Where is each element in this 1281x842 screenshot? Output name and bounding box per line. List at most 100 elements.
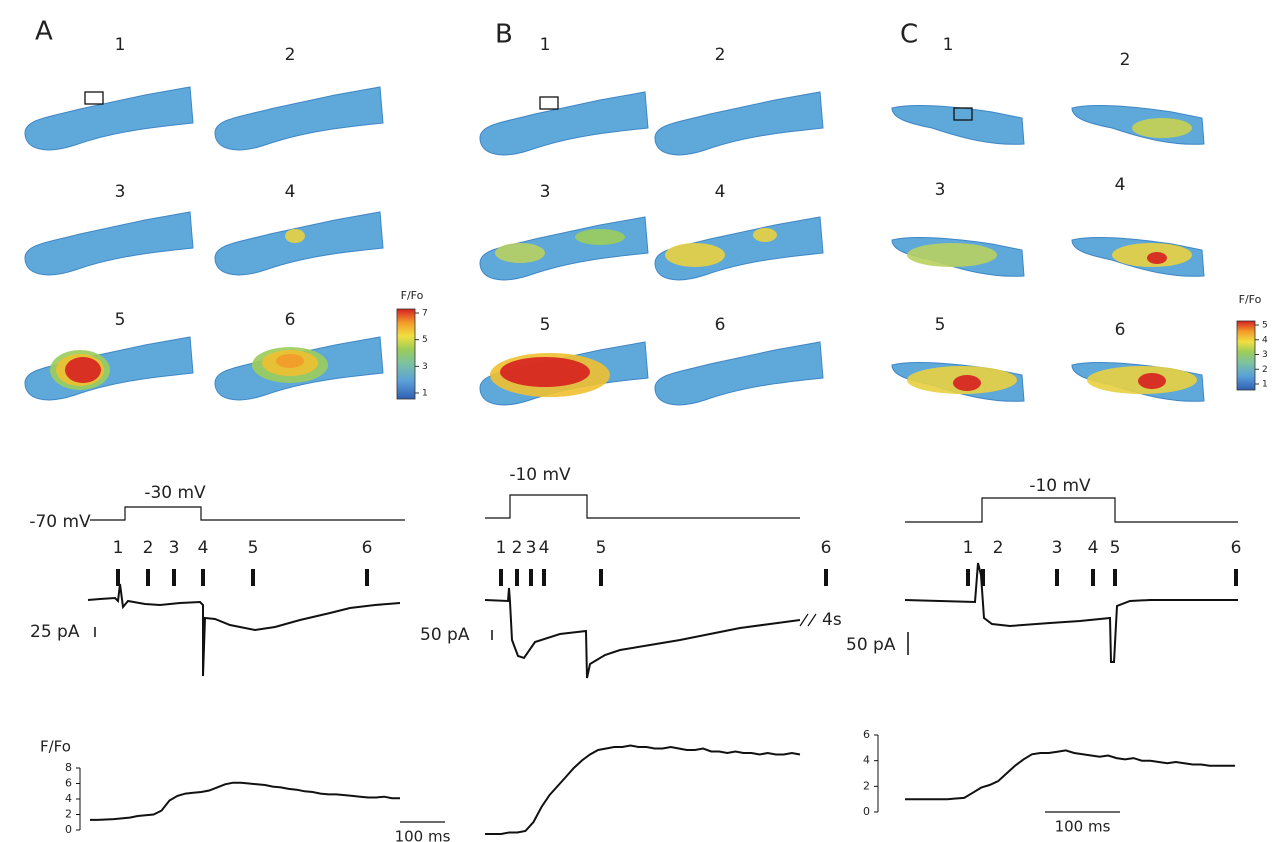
cell-image: [214, 86, 384, 151]
colorbar-tick-label: 3: [1262, 350, 1268, 360]
cell-image: [24, 211, 194, 276]
roi-box: [539, 96, 559, 110]
time-marker-label: 5: [1110, 538, 1121, 558]
cell-hotspot: [65, 357, 101, 383]
image-label: 5: [115, 310, 126, 330]
roi-box: [953, 107, 973, 121]
holding-potential: -70 mV: [29, 512, 91, 532]
y-tick-label: 6: [65, 777, 72, 790]
image-label: 2: [285, 45, 296, 65]
image-label: 6: [715, 315, 726, 335]
time-scale-label: 100 ms: [395, 828, 451, 842]
voltage-step: [485, 494, 800, 519]
panel-letter: B: [495, 20, 513, 50]
y-tick-label: 4: [863, 754, 870, 767]
y-tick-label: 6: [863, 728, 870, 741]
current-trace: [484, 587, 801, 679]
fluorescence-line: [90, 781, 400, 821]
cell-hotspot: [953, 375, 981, 391]
colorbar-tick-label: 5: [422, 335, 428, 345]
fluorescence-line: [905, 749, 1235, 801]
y-tick-label: 8: [65, 761, 72, 774]
cell-image: [654, 91, 824, 156]
time-marker-label: 5: [248, 538, 259, 558]
colorbar-tick-label: 3: [422, 362, 428, 372]
colorbar: [1236, 320, 1256, 391]
time-marker-label: 5: [596, 538, 607, 558]
colorbar-tick-label: 2: [1262, 365, 1268, 375]
colorbar-tick-label: 1: [422, 389, 428, 399]
y-tick-label: 4: [65, 792, 72, 805]
cell-hotspot: [665, 243, 725, 267]
cell-image: [24, 86, 194, 151]
y-tick-label: 2: [863, 779, 870, 792]
time-marker-label: 1: [113, 538, 124, 558]
time-marker-label: 4: [1088, 538, 1099, 558]
time-scale-label: 100 ms: [1055, 818, 1111, 836]
time-marker-label: 3: [526, 538, 537, 558]
current-scale-label: 50 pA: [846, 635, 896, 655]
y-tick-label: 0: [65, 823, 72, 836]
image-label: 6: [1115, 320, 1126, 340]
colorbar-tick-label: 5: [1262, 321, 1268, 331]
colorbar-title: F/Fo: [401, 289, 424, 302]
time-marker-label: 1: [496, 538, 507, 558]
time-marker-label: 4: [198, 538, 209, 558]
time-marker-label: 6: [821, 538, 832, 558]
time-marker-label: 6: [362, 538, 373, 558]
colorbar-tick-label: 1: [1262, 380, 1268, 390]
image-label: 4: [715, 182, 726, 202]
image-label: 3: [935, 180, 946, 200]
cell-hotspot: [907, 243, 997, 267]
step-potential: -10 mV: [509, 465, 571, 485]
cell-hotspot: [495, 243, 545, 263]
colorbar-title: F/Fo: [1239, 293, 1262, 306]
image-label: 2: [715, 45, 726, 65]
image-label: 1: [115, 35, 126, 55]
time-marker-label: 2: [993, 538, 1004, 558]
cell-image: [479, 91, 649, 156]
step-potential: -10 mV: [1029, 476, 1091, 496]
cell-image: [654, 341, 824, 406]
image-label: 3: [115, 182, 126, 202]
time-marker-label: 1: [963, 538, 974, 558]
panel-letter: A: [35, 17, 53, 47]
current-trace: [904, 562, 1238, 663]
y-axis-label: F/Fo: [40, 738, 71, 756]
fluorescence-line: [485, 744, 801, 835]
break-label: 4s: [822, 610, 842, 630]
break-mark: [799, 613, 817, 627]
colorbar: [396, 308, 416, 400]
cell-image: [891, 104, 1025, 145]
y-tick-label: 0: [863, 805, 870, 818]
step-potential: -30 mV: [144, 483, 206, 503]
y-tick-label: 2: [65, 808, 72, 821]
current-scale-label: 50 pA: [420, 625, 470, 645]
panel-letter: C: [900, 20, 918, 50]
cell-hotspot: [1132, 118, 1192, 138]
cell-hotspot: [276, 354, 304, 368]
cell-image: [214, 211, 384, 276]
cell-hotspot: [1138, 373, 1166, 389]
time-marker-label: 3: [169, 538, 180, 558]
time-marker-label: 4: [539, 538, 550, 558]
cell-hotspot: [500, 357, 590, 387]
cell-hotspot: [575, 229, 625, 245]
cell-hotspot: [285, 229, 305, 243]
image-label: 1: [943, 35, 954, 55]
cell-hotspot: [1147, 252, 1167, 264]
roi-box: [84, 91, 104, 105]
colorbar-tick-label: 7: [422, 309, 428, 319]
image-label: 4: [285, 182, 296, 202]
image-label: 4: [1115, 175, 1126, 195]
current-scale-label: 25 pA: [30, 622, 80, 642]
cell-hotspot: [753, 228, 777, 242]
image-label: 1: [540, 35, 551, 55]
image-label: 2: [1120, 50, 1131, 70]
time-marker-label: 2: [143, 538, 154, 558]
image-label: 5: [935, 315, 946, 335]
image-label: 3: [540, 182, 551, 202]
voltage-step: [90, 506, 405, 521]
time-marker-label: 2: [512, 538, 523, 558]
